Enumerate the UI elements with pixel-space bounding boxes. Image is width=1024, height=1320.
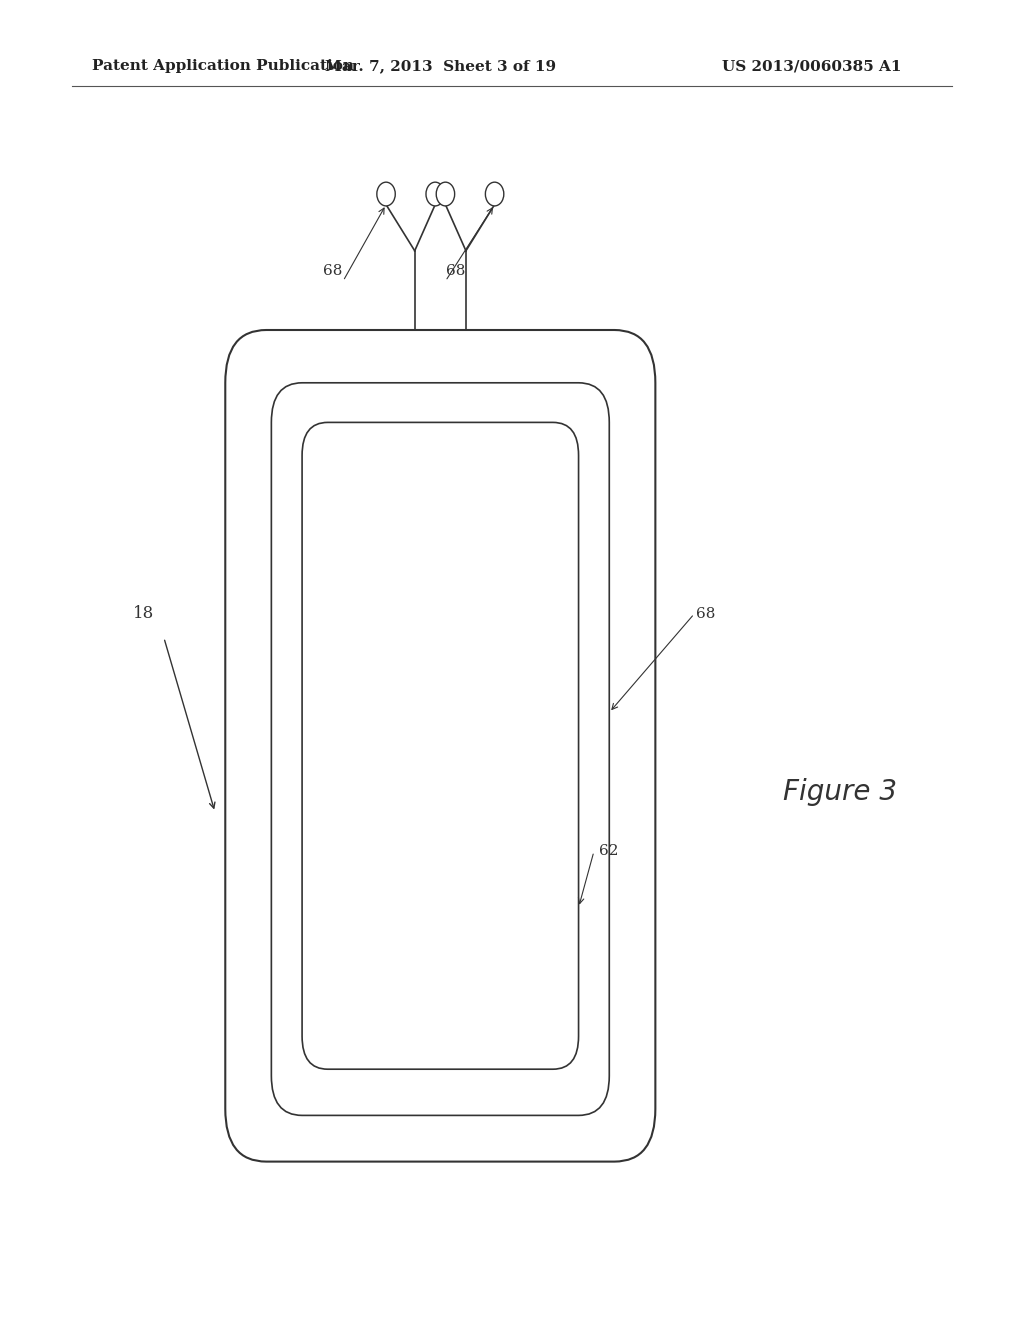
Text: US 2013/0060385 A1: US 2013/0060385 A1 [722, 59, 901, 74]
Text: Figure 3: Figure 3 [782, 777, 897, 807]
Circle shape [436, 182, 455, 206]
Text: Patent Application Publication: Patent Application Publication [92, 59, 354, 74]
Text: 68: 68 [696, 607, 716, 620]
Text: 18: 18 [133, 606, 154, 622]
Circle shape [426, 182, 444, 206]
Text: 62: 62 [599, 845, 618, 858]
Circle shape [485, 182, 504, 206]
Text: 68: 68 [324, 264, 342, 277]
Circle shape [377, 182, 395, 206]
Text: Mar. 7, 2013  Sheet 3 of 19: Mar. 7, 2013 Sheet 3 of 19 [325, 59, 556, 74]
Text: 68: 68 [446, 264, 465, 277]
